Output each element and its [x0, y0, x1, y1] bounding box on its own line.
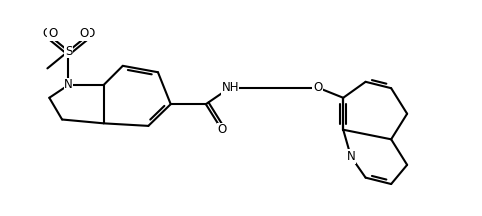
Text: S: S — [65, 45, 72, 58]
Text: NH: NH — [221, 81, 239, 94]
Text: N: N — [347, 150, 355, 163]
Text: O: O — [80, 27, 89, 40]
Text: O: O — [43, 27, 52, 40]
Text: O: O — [217, 123, 227, 136]
Text: N: N — [64, 78, 73, 92]
Text: O: O — [85, 27, 94, 40]
Text: O: O — [48, 27, 57, 40]
Text: O: O — [313, 81, 322, 94]
